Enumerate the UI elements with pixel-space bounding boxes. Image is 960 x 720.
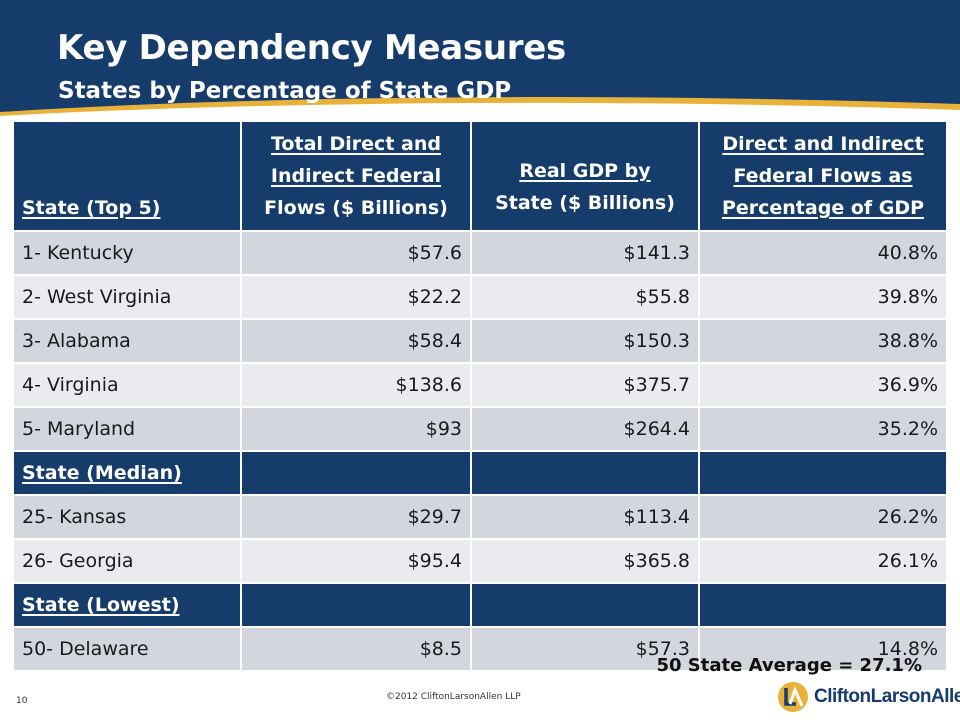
section-row-median: State (Median) [14,452,946,494]
state-cell: 2- West Virginia [14,276,240,318]
pct-cell: 38.8% [700,320,946,362]
table-row: 2- West Virginia $22.2 $55.8 39.8% [14,276,946,318]
header-gdp: Real GDP by State ($ Billions) [472,122,698,230]
table-row: 26- Georgia $95.4 $365.8 26.1% [14,540,946,582]
flows-cell: $93 [242,408,470,450]
flows-cell: $138.6 [242,364,470,406]
section-empty-cell [700,584,946,626]
header-flows: Total Direct and Indirect Federal Flows … [242,122,470,230]
state-average-note: 50 State Average = 27.1% [656,655,922,676]
title-banner: Key Dependency Measures States by Percen… [0,0,960,120]
gdp-cell: $150.3 [472,320,698,362]
flows-cell: $95.4 [242,540,470,582]
pct-cell: 26.1% [700,540,946,582]
page-number: 10 [16,696,28,706]
table-row: 5- Maryland $93 $264.4 35.2% [14,408,946,450]
slide-title: Key Dependency Measures [57,28,566,68]
section-empty-cell [700,452,946,494]
table-row: 25- Kansas $29.7 $113.4 26.2% [14,496,946,538]
section-empty-cell [242,584,470,626]
section-empty-cell [472,584,698,626]
table-header-row: State (Top 5) Total Direct and Indirect … [14,122,946,230]
pct-cell: 40.8% [700,232,946,274]
gdp-cell: $365.8 [472,540,698,582]
flows-cell: $58.4 [242,320,470,362]
header-state: State (Top 5) [14,122,240,230]
flows-cell: $22.2 [242,276,470,318]
banner-swoosh-decoration [0,97,960,120]
logo-mark-icon [778,682,808,712]
pct-cell: 26.2% [700,496,946,538]
state-cell: 5- Maryland [14,408,240,450]
slide-subtitle: States by Percentage of State GDP [58,78,512,104]
state-cell: 3- Alabama [14,320,240,362]
gdp-cell: $375.7 [472,364,698,406]
section-label: State (Lowest) [14,584,240,626]
copyright-text: ©2012 CliftonLarsonAllen LLP [386,692,521,702]
state-cell: 50- Delaware [14,628,240,670]
pct-cell: 14.8% [700,628,946,670]
pct-cell: 36.9% [700,364,946,406]
gdp-cell: $113.4 [472,496,698,538]
gdp-cell: $264.4 [472,408,698,450]
gdp-cell: $55.8 [472,276,698,318]
state-cell: 26- Georgia [14,540,240,582]
state-cell: 4- Virginia [14,364,240,406]
table-row: 1- Kentucky $57.6 $141.3 40.8% [14,232,946,274]
section-label: State (Median) [14,452,240,494]
company-logo: CliftonLarsonAllen [776,680,960,714]
flows-cell: $8.5 [242,628,470,670]
section-empty-cell [472,452,698,494]
flows-cell: $29.7 [242,496,470,538]
section-empty-cell [242,452,470,494]
pct-cell: 35.2% [700,408,946,450]
flows-cell: $57.6 [242,232,470,274]
pct-cell: 39.8% [700,276,946,318]
section-row-lowest: State (Lowest) [14,584,946,626]
header-pct: Direct and Indirect Federal Flows as Per… [700,122,946,230]
state-cell: 25- Kansas [14,496,240,538]
table-row: 50- Delaware $8.5 $57.3 14.8% [14,628,946,670]
dependency-table: State (Top 5) Total Direct and Indirect … [14,122,946,672]
table-row: 4- Virginia $138.6 $375.7 36.9% [14,364,946,406]
logo-text: CliftonLarsonAllen [814,686,960,707]
state-cell: 1- Kentucky [14,232,240,274]
gdp-cell: $141.3 [472,232,698,274]
gdp-cell: $57.3 [472,628,698,670]
table-row: 3- Alabama $58.4 $150.3 38.8% [14,320,946,362]
